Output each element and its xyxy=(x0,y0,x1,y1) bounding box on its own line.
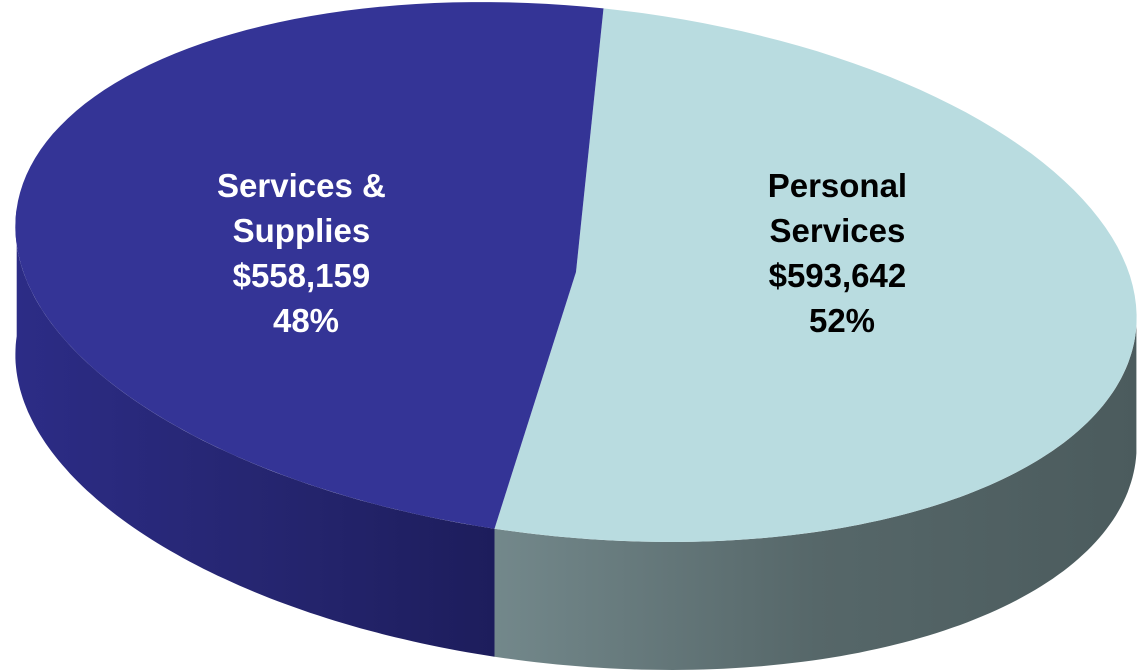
pie-sides xyxy=(15,208,1137,670)
slice-percent: 52% xyxy=(809,302,875,339)
slice-label-line: Personal xyxy=(768,167,907,204)
slice-percent: 48% xyxy=(273,302,339,339)
slice-amount: $593,642 xyxy=(769,257,907,294)
slice-amount: $558,159 xyxy=(233,257,371,294)
slice-side-services-supplies xyxy=(15,208,495,657)
slice-label-line: Services & xyxy=(217,167,386,204)
slice-label-line: Services xyxy=(770,212,906,249)
slice-services-supplies xyxy=(15,2,604,529)
slice-personal-services xyxy=(494,8,1137,542)
slice-label-line: Supplies xyxy=(233,212,371,249)
slice-side-personal-services xyxy=(494,325,1137,670)
slice-label-personal-services: Personal Services $593,642 52% xyxy=(768,167,917,339)
pie-tops xyxy=(15,2,1137,542)
slice-label-services-supplies: Services & Supplies $558,159 48% xyxy=(217,167,395,339)
